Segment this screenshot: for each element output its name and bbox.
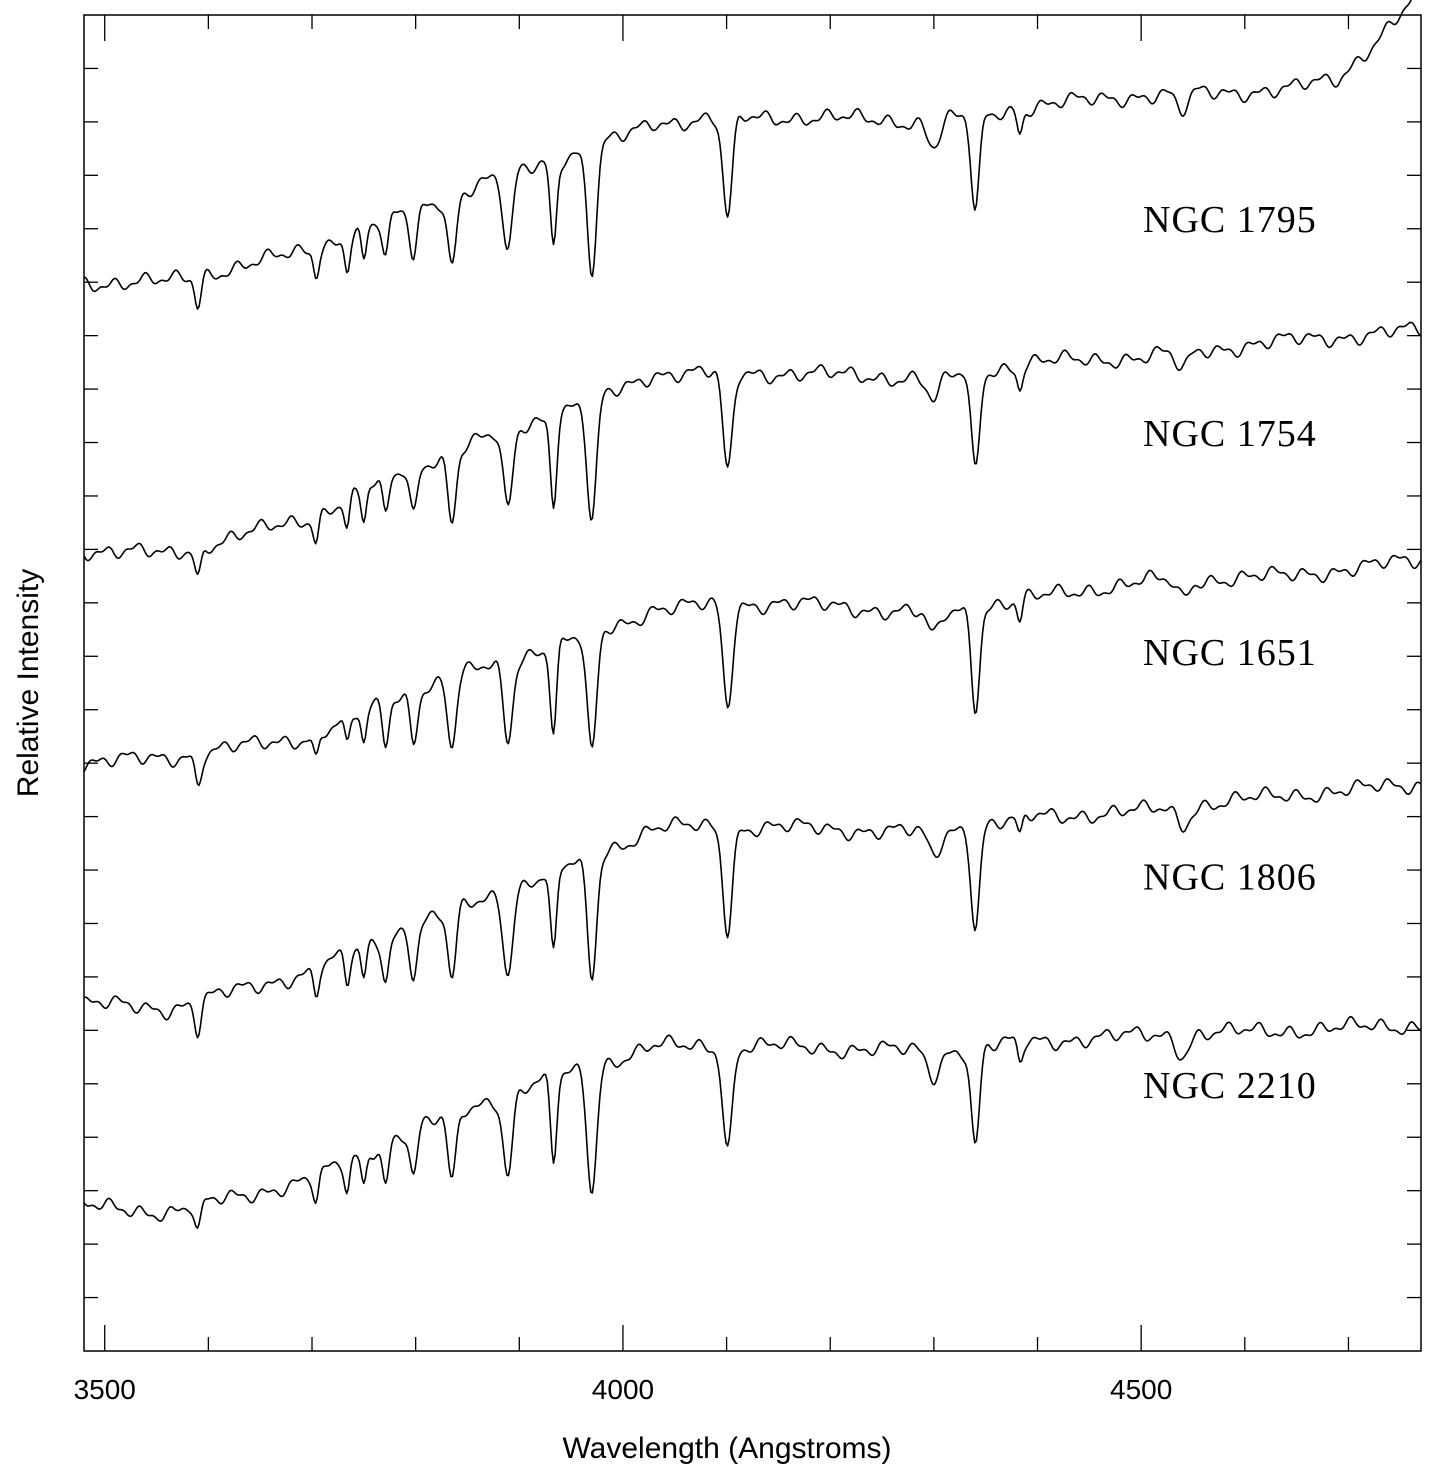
x-tick-labels: 3500 4000 4500: [74, 1374, 1173, 1405]
x-tick-label: 3500: [74, 1374, 136, 1405]
spectrum-line: [83, 778, 1422, 1039]
series-labels: NGC 1795 NGC 1754 NGC 1651 NGC 1806 NGC 2210: [1143, 199, 1317, 1107]
y-axis-title: Relative Intensity: [12, 569, 45, 797]
x-tick-label: 4500: [1110, 1374, 1172, 1405]
x-tick-label: 4000: [592, 1374, 654, 1405]
series-label: NGC 1754: [1143, 413, 1317, 455]
spectrum-line: [83, 0, 1412, 310]
series-label: NGC 2210: [1143, 1065, 1317, 1107]
series-label: NGC 1651: [1143, 632, 1317, 674]
spectrum-line: [83, 554, 1422, 787]
spectrum-line: [83, 1015, 1422, 1229]
spectrum-line: [83, 321, 1422, 576]
x-axis-title: Wavelength (Angstroms): [562, 1432, 891, 1465]
spectra-series: [83, 0, 1422, 1229]
axis-ticks: [84, 15, 1421, 1351]
plot-frame: [83, 14, 1422, 1352]
series-label: NGC 1795: [1143, 199, 1317, 241]
series-label: NGC 1806: [1143, 856, 1317, 898]
